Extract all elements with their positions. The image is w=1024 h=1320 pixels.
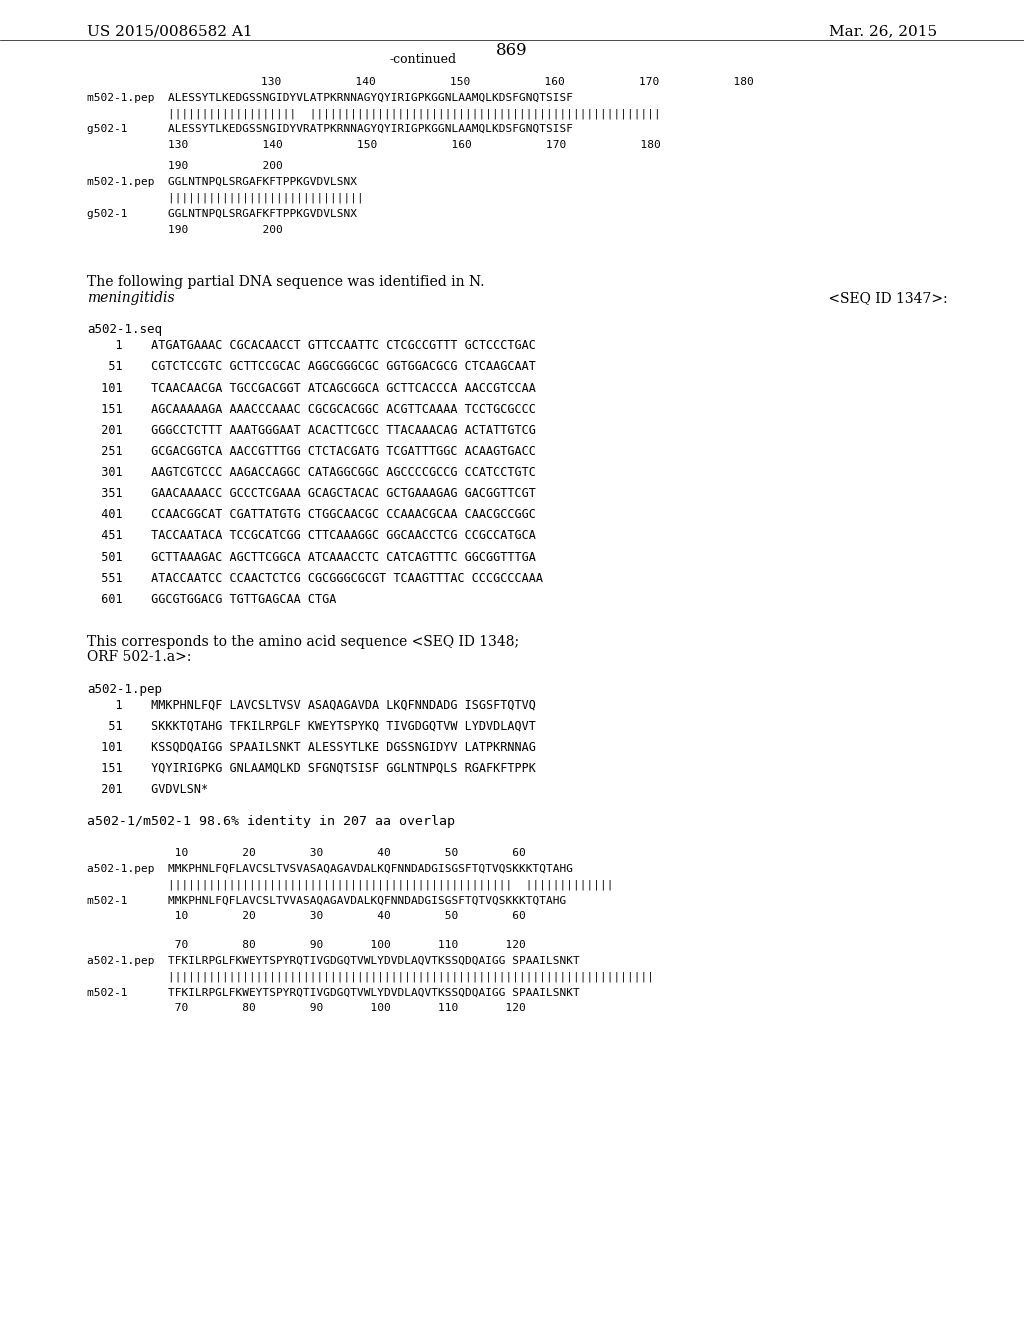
Text: a502-1.pep: a502-1.pep xyxy=(87,682,162,696)
Text: m502-1.pep  GGLNTNPQLSRGAFKFTPPKGVDVLSNX: m502-1.pep GGLNTNPQLSRGAFKFTPPKGVDVLSNX xyxy=(87,177,357,187)
Text: The following partial DNA sequence was identified in N.: The following partial DNA sequence was i… xyxy=(87,276,484,289)
Text: |||||||||||||||||||||||||||||||||||||||||||||||||||  |||||||||||||: ||||||||||||||||||||||||||||||||||||||||… xyxy=(87,879,613,890)
Text: m502-1      MMKPHNLFQFLAVCSLTVVASAQAGAVDALKQFNNDADGISGSFTQTVQSKKKTQTAHG: m502-1 MMKPHNLFQFLAVCSLTVVASAQAGAVDALKQF… xyxy=(87,895,566,906)
Text: 151    YQYIRIGPKG GNLAAMQLKD SFGNQTSISF GGLNTNPQLS RGAFKFTPPK: 151 YQYIRIGPKG GNLAAMQLKD SFGNQTSISF GGL… xyxy=(87,762,536,775)
Text: g502-1      ALESSYTLKEDGSSNGIDYVRATPKRNNAGYQYIRIGPKGGNLAAMQLKDSFGNQTSISF: g502-1 ALESSYTLKEDGSSNGIDYVRATPKRNNAGYQY… xyxy=(87,124,573,135)
Text: <SEQ ID 1347>:: <SEQ ID 1347>: xyxy=(824,292,948,305)
Text: 190           200: 190 200 xyxy=(87,224,283,235)
Text: 301    AAGTCGTCCC AAGACCAGGC CATAGGCGGC AGCCCCGCCG CCATCCTGTC: 301 AAGTCGTCCC AAGACCAGGC CATAGGCGGC AGC… xyxy=(87,466,536,479)
Text: 101    TCAACAACGA TGCCGACGGT ATCAGCGGCA GCTTCACCCA AACCGTCCAA: 101 TCAACAACGA TGCCGACGGT ATCAGCGGCA GCT… xyxy=(87,381,536,395)
Text: a502-1.seq: a502-1.seq xyxy=(87,323,162,337)
Text: 869: 869 xyxy=(497,42,527,58)
Text: 351    GAACAAAACC GCCCTCGAAA GCAGCTACAC GCTGAAAGAG GACGGTTCGT: 351 GAACAAAACC GCCCTCGAAA GCAGCTACAC GCT… xyxy=(87,487,536,500)
Text: US 2015/0086582 A1: US 2015/0086582 A1 xyxy=(87,25,253,38)
Text: 70        80        90       100       110       120: 70 80 90 100 110 120 xyxy=(87,1003,525,1014)
Text: 151    AGCAAAAAGA AAACCCAAAC CGCGCACGGC ACGTTCAAAA TCCTGCGCCC: 151 AGCAAAAAGA AAACCCAAAC CGCGCACGGC ACG… xyxy=(87,403,536,416)
Text: a502-1.pep  TFKILRPGLFKWEYTSPYRQTIVGDGQTVWLYDVDLAQVTKSSQDQAIGG SPAAILSNKT: a502-1.pep TFKILRPGLFKWEYTSPYRQTIVGDGQTV… xyxy=(87,956,580,966)
Text: 51    CGTCTCCGTC GCTTCCGCAC AGGCGGGCGC GGTGGACGCG CTCAAGCAAT: 51 CGTCTCCGTC GCTTCCGCAC AGGCGGGCGC GGTG… xyxy=(87,360,536,374)
Text: 101    KSSQDQAIGG SPAAILSNKT ALESSYTLKE DGSSNGIDYV LATPKRNNAG: 101 KSSQDQAIGG SPAAILSNKT ALESSYTLKE DGS… xyxy=(87,741,536,754)
Text: 401    CCAACGGCAT CGATTATGTG CTGGCAACGC CCAAACGCAA CAACGCCGGC: 401 CCAACGGCAT CGATTATGTG CTGGCAACGC CCA… xyxy=(87,508,536,521)
Text: ||||||||||||||||||||||||||||||||||||||||||||||||||||||||||||||||||||||||: ||||||||||||||||||||||||||||||||||||||||… xyxy=(87,972,654,982)
Text: This corresponds to the amino acid sequence <SEQ ID 1348;: This corresponds to the amino acid seque… xyxy=(87,635,519,648)
Text: a502-1.pep  MMKPHNLFQFLAVCSLTVSVASAQAGAVDALKQFNNDADGISGSFTQTVQSKKKTQTAHG: a502-1.pep MMKPHNLFQFLAVCSLTVSVASAQAGAVD… xyxy=(87,863,573,874)
Text: 601    GGCGTGGACG TGTTGAGCAA CTGA: 601 GGCGTGGACG TGTTGAGCAA CTGA xyxy=(87,593,337,606)
Text: 130           140           150           160           170           180: 130 140 150 160 170 180 xyxy=(261,77,754,87)
Text: 1    MMKPHNLFQF LAVCSLTVSV ASAQAGAVDA LKQFNNDADG ISGSFTQTVQ: 1 MMKPHNLFQF LAVCSLTVSV ASAQAGAVDA LKQFN… xyxy=(87,698,536,711)
Text: 190           200: 190 200 xyxy=(87,161,283,172)
Text: 130           140           150           160           170           180: 130 140 150 160 170 180 xyxy=(87,140,660,150)
Text: g502-1      GGLNTNPQLSRGAFKFTPPKGVDVLSNX: g502-1 GGLNTNPQLSRGAFKFTPPKGVDVLSNX xyxy=(87,209,357,219)
Text: -continued: -continued xyxy=(389,53,457,66)
Text: 251    GCGACGGTCA AACCGTTTGG CTCTACGATG TCGATTTGGC ACAAGTGACC: 251 GCGACGGTCA AACCGTTTGG CTCTACGATG TCG… xyxy=(87,445,536,458)
Text: 201    GGGCCTCTTT AAATGGGAAT ACACTTCGCC TTACAAACAG ACTATTGTCG: 201 GGGCCTCTTT AAATGGGAAT ACACTTCGCC TTA… xyxy=(87,424,536,437)
Text: 201    GVDVLSN*: 201 GVDVLSN* xyxy=(87,783,208,796)
Text: ORF 502-1.a>:: ORF 502-1.a>: xyxy=(87,651,191,664)
Text: 70        80        90       100       110       120: 70 80 90 100 110 120 xyxy=(87,940,525,950)
Text: 551    ATACCAATCC CCAACTCTCG CGCGGGCGCGT TCAAGTTTAC CCCGCCCAAA: 551 ATACCAATCC CCAACTCTCG CGCGGGCGCGT TC… xyxy=(87,572,543,585)
Text: 501    GCTTAAAGAC AGCTTCGGCA ATCAAACCTC CATCAGTTTC GGCGGTTTGA: 501 GCTTAAAGAC AGCTTCGGCA ATCAAACCTC CAT… xyxy=(87,550,536,564)
Text: |||||||||||||||||||||||||||||: ||||||||||||||||||||||||||||| xyxy=(87,193,364,203)
Text: m502-1.pep  ALESSYTLKEDGSSNGIDYVLATPKRNNAGYQYIRIGPKGGNLAAMQLKDSFGNQTSISF: m502-1.pep ALESSYTLKEDGSSNGIDYVLATPKRNNA… xyxy=(87,92,573,103)
Text: 10        20        30        40        50        60: 10 20 30 40 50 60 xyxy=(87,847,525,858)
Text: Mar. 26, 2015: Mar. 26, 2015 xyxy=(828,25,937,38)
Text: |||||||||||||||||||  ||||||||||||||||||||||||||||||||||||||||||||||||||||: ||||||||||||||||||| ||||||||||||||||||||… xyxy=(87,108,660,119)
Text: 451    TACCAATACA TCCGCATCGG CTTCAAAGGC GGCAACCTCG CCGCCATGCA: 451 TACCAATACA TCCGCATCGG CTTCAAAGGC GGC… xyxy=(87,529,536,543)
Text: m502-1      TFKILRPGLFKWEYTSPYRQTIVGDGQTVWLYDVDLAQVTKSSQDQAIGG SPAAILSNKT: m502-1 TFKILRPGLFKWEYTSPYRQTIVGDGQTVWLYD… xyxy=(87,987,580,998)
Text: 51    SKKKTQTAHG TFKILRPGLF KWEYTSPYKQ TIVGDGQTVW LYDVDLAQVT: 51 SKKKTQTAHG TFKILRPGLF KWEYTSPYKQ TIVG… xyxy=(87,719,536,733)
Text: a502-1/m502-1 98.6% identity in 207 aa overlap: a502-1/m502-1 98.6% identity in 207 aa o… xyxy=(87,814,455,828)
Text: 10        20        30        40        50        60: 10 20 30 40 50 60 xyxy=(87,911,525,921)
Text: 1    ATGATGAAAC CGCACAACCT GTTCCAATTC CTCGCCGTTT GCTCCCTGAC: 1 ATGATGAAAC CGCACAACCT GTTCCAATTC CTCGC… xyxy=(87,339,536,352)
Text: meningitidis: meningitidis xyxy=(87,292,175,305)
